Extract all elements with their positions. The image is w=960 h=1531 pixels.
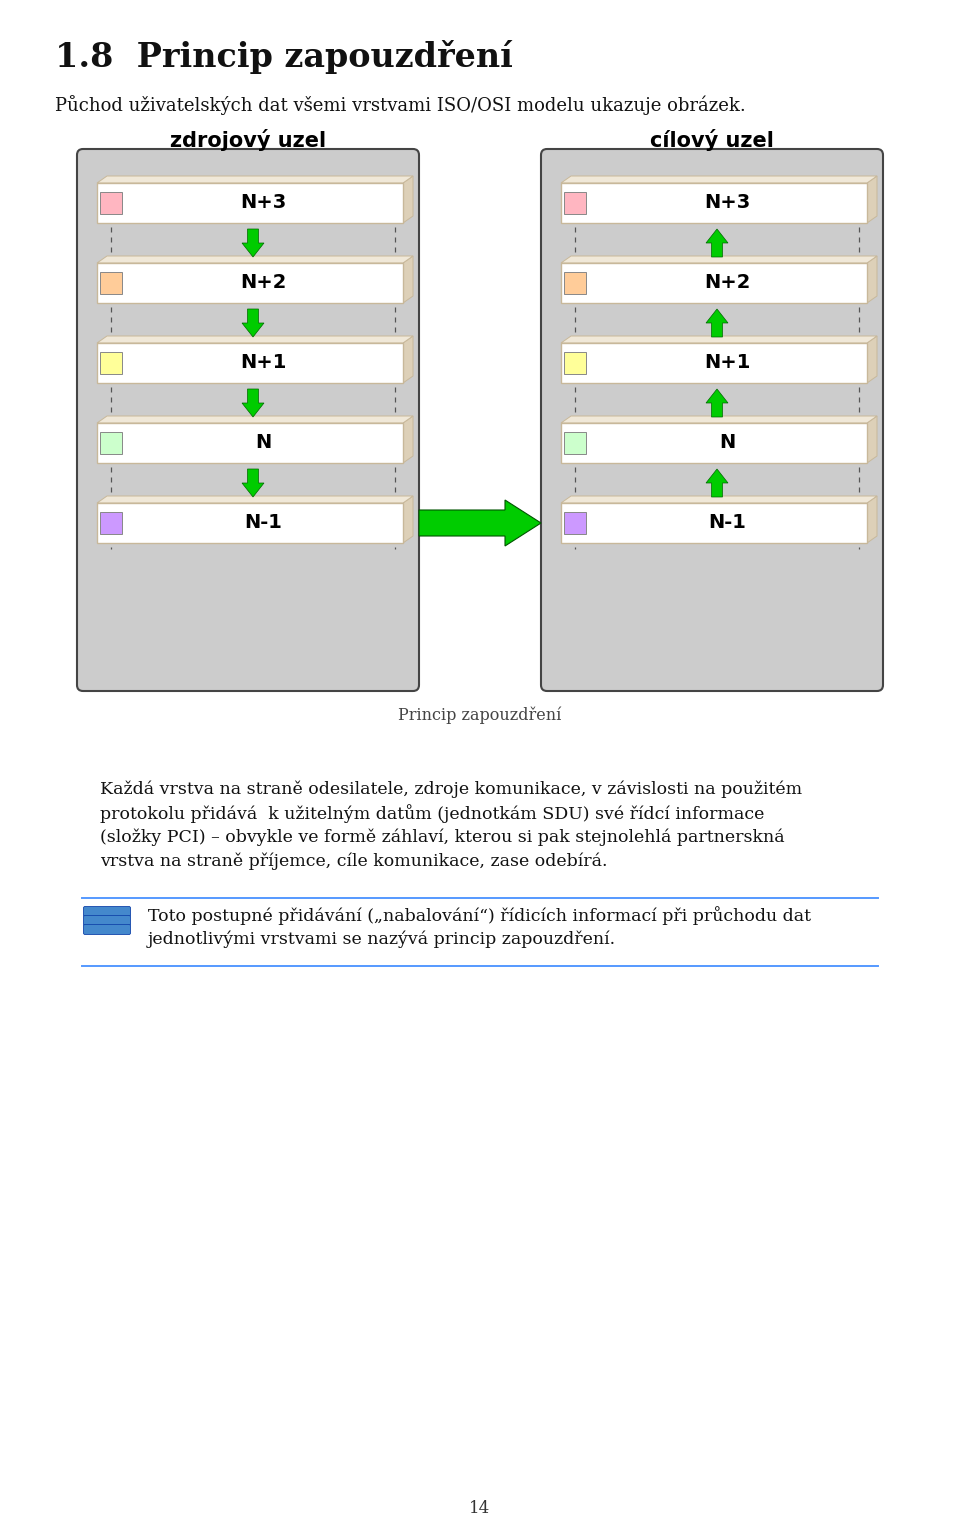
FancyBboxPatch shape [84,925,131,934]
Text: N+1: N+1 [704,354,750,372]
Text: 1.8  Princip zapouzdření: 1.8 Princip zapouzdření [55,40,513,73]
Polygon shape [867,335,877,383]
Bar [97,184,403,224]
Polygon shape [403,335,413,383]
Polygon shape [403,256,413,303]
Bar [97,504,403,544]
FancyArrow shape [706,468,728,498]
Bar [561,423,867,462]
Text: Každá vrstva na straně odesilatele, zdroje komunikace, v závislosti na použitém: Každá vrstva na straně odesilatele, zdro… [100,779,803,798]
Bar [561,504,867,544]
Bar [97,423,403,462]
Bar [100,511,122,534]
Polygon shape [867,256,877,303]
Text: vrstva na straně příjemce, cíle komunikace, zase odebírá.: vrstva na straně příjemce, cíle komunika… [100,851,608,870]
Text: Toto postupné přidávání („nabalování“) řídicích informací při průchodu dat: Toto postupné přidávání („nabalování“) ř… [148,906,811,925]
Text: N: N [719,433,735,453]
FancyArrow shape [242,230,264,257]
Bar [97,263,403,303]
Text: protokolu přidává  k užitelným datům (jednotkám SDU) své řídcí informace: protokolu přidává k užitelným datům (jed… [100,804,764,822]
Polygon shape [403,416,413,462]
Bar [100,352,122,374]
Text: jednotlivými vrstvami se nazývá princip zapouzdření.: jednotlivými vrstvami se nazývá princip … [148,929,616,948]
Polygon shape [97,256,413,263]
Bar [561,263,867,303]
Polygon shape [97,176,413,184]
Polygon shape [561,496,877,504]
Polygon shape [403,176,413,224]
FancyArrow shape [242,389,264,416]
Polygon shape [561,176,877,184]
Text: 14: 14 [469,1500,491,1517]
Bar [561,343,867,383]
Polygon shape [97,416,413,423]
Text: Půchod uživatelských dat všemi vrstvami ISO/OSI modelu ukazuje obrázek.: Půchod uživatelských dat všemi vrstvami … [55,95,746,115]
FancyArrow shape [242,309,264,337]
Polygon shape [867,416,877,462]
Bar [564,352,586,374]
FancyBboxPatch shape [541,149,883,690]
Polygon shape [403,496,413,544]
Text: (složky PCI) – obvykle ve formě záhlaví, kterou si pak stejnolehlá partnerskná: (složky PCI) – obvykle ve formě záhlaví,… [100,828,784,845]
FancyArrow shape [706,230,728,257]
Bar [97,343,403,383]
Text: N-1: N-1 [708,513,746,533]
Bar [564,432,586,455]
FancyBboxPatch shape [84,916,131,926]
Text: N: N [254,433,271,453]
Text: N+2: N+2 [704,274,750,292]
Text: N+1: N+1 [240,354,286,372]
Polygon shape [867,496,877,544]
Polygon shape [561,335,877,343]
FancyArrow shape [706,389,728,416]
Bar [564,273,586,294]
Text: cílový uzel: cílový uzel [650,129,774,152]
FancyBboxPatch shape [84,906,131,917]
Text: Princip zapouzdření: Princip zapouzdření [398,707,562,724]
Polygon shape [97,335,413,343]
Bar [564,191,586,214]
Polygon shape [561,256,877,263]
Text: N+2: N+2 [240,274,286,292]
Polygon shape [867,176,877,224]
FancyArrow shape [706,309,728,337]
FancyBboxPatch shape [77,149,419,690]
Text: N+3: N+3 [240,193,286,213]
FancyArrow shape [419,501,541,547]
Text: N+3: N+3 [704,193,750,213]
Bar [100,432,122,455]
Polygon shape [561,416,877,423]
Bar [564,511,586,534]
Bar [100,273,122,294]
Polygon shape [97,496,413,504]
Text: N-1: N-1 [244,513,282,533]
FancyArrow shape [242,468,264,498]
Bar [561,184,867,224]
Bar [100,191,122,214]
Text: zdrojový uzel: zdrojový uzel [170,129,326,152]
